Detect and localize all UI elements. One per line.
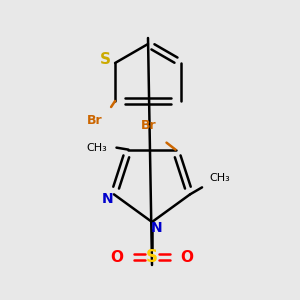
Text: N: N xyxy=(151,221,163,235)
Text: N: N xyxy=(102,192,114,206)
Text: S: S xyxy=(100,52,111,68)
Text: CH₃: CH₃ xyxy=(210,173,230,183)
Text: Br: Br xyxy=(87,115,103,128)
Text: CH₃: CH₃ xyxy=(86,142,107,153)
Text: S: S xyxy=(146,248,158,266)
Text: Br: Br xyxy=(141,119,156,132)
Text: O: O xyxy=(110,250,124,265)
Text: O: O xyxy=(181,250,194,265)
